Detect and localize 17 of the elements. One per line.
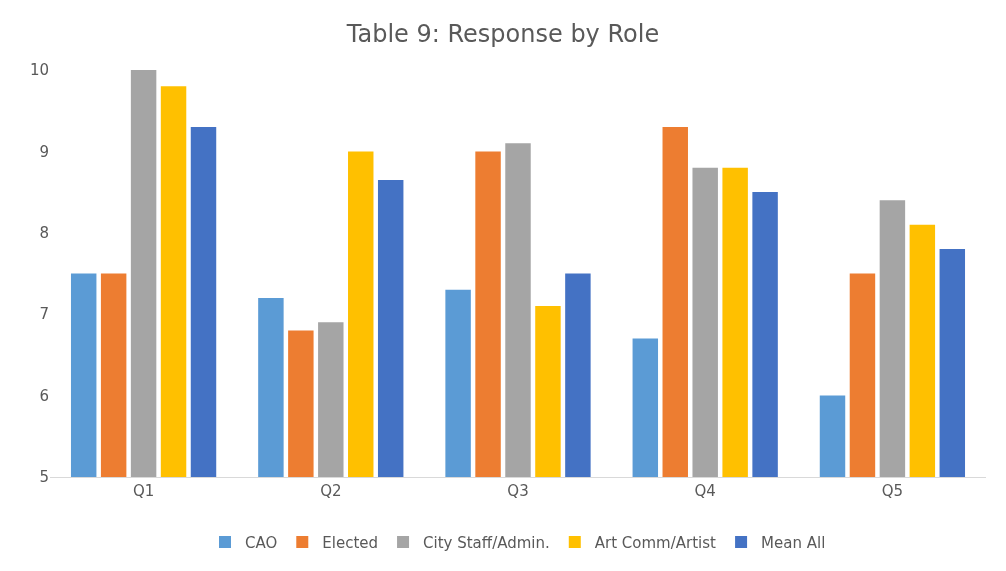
- y-tick-label: 6: [39, 386, 49, 405]
- x-tick-label: Q1: [132, 482, 155, 500]
- chart-title: Table 9: Response by Role: [345, 20, 660, 49]
- y-tick-label: 10: [29, 61, 49, 80]
- x-tick-label: Q2: [320, 482, 342, 500]
- y-tick-label: 7: [39, 305, 49, 324]
- x-tick-label: Q3: [507, 482, 529, 500]
- y-tick-label: 9: [39, 142, 49, 161]
- legend-label: City Staff/Admin.: [423, 533, 550, 552]
- y-tick-label: 8: [39, 224, 49, 243]
- y-tick-label: 5: [39, 468, 49, 487]
- x-tick-label: Q4: [694, 482, 716, 500]
- legend-label: Mean All: [761, 533, 826, 552]
- legend-label: Art Comm/Artist: [594, 533, 717, 552]
- x-tick-label: Q5: [881, 482, 904, 500]
- legend-label: Elected: [322, 533, 379, 552]
- legend-label: CAO: [245, 533, 278, 552]
